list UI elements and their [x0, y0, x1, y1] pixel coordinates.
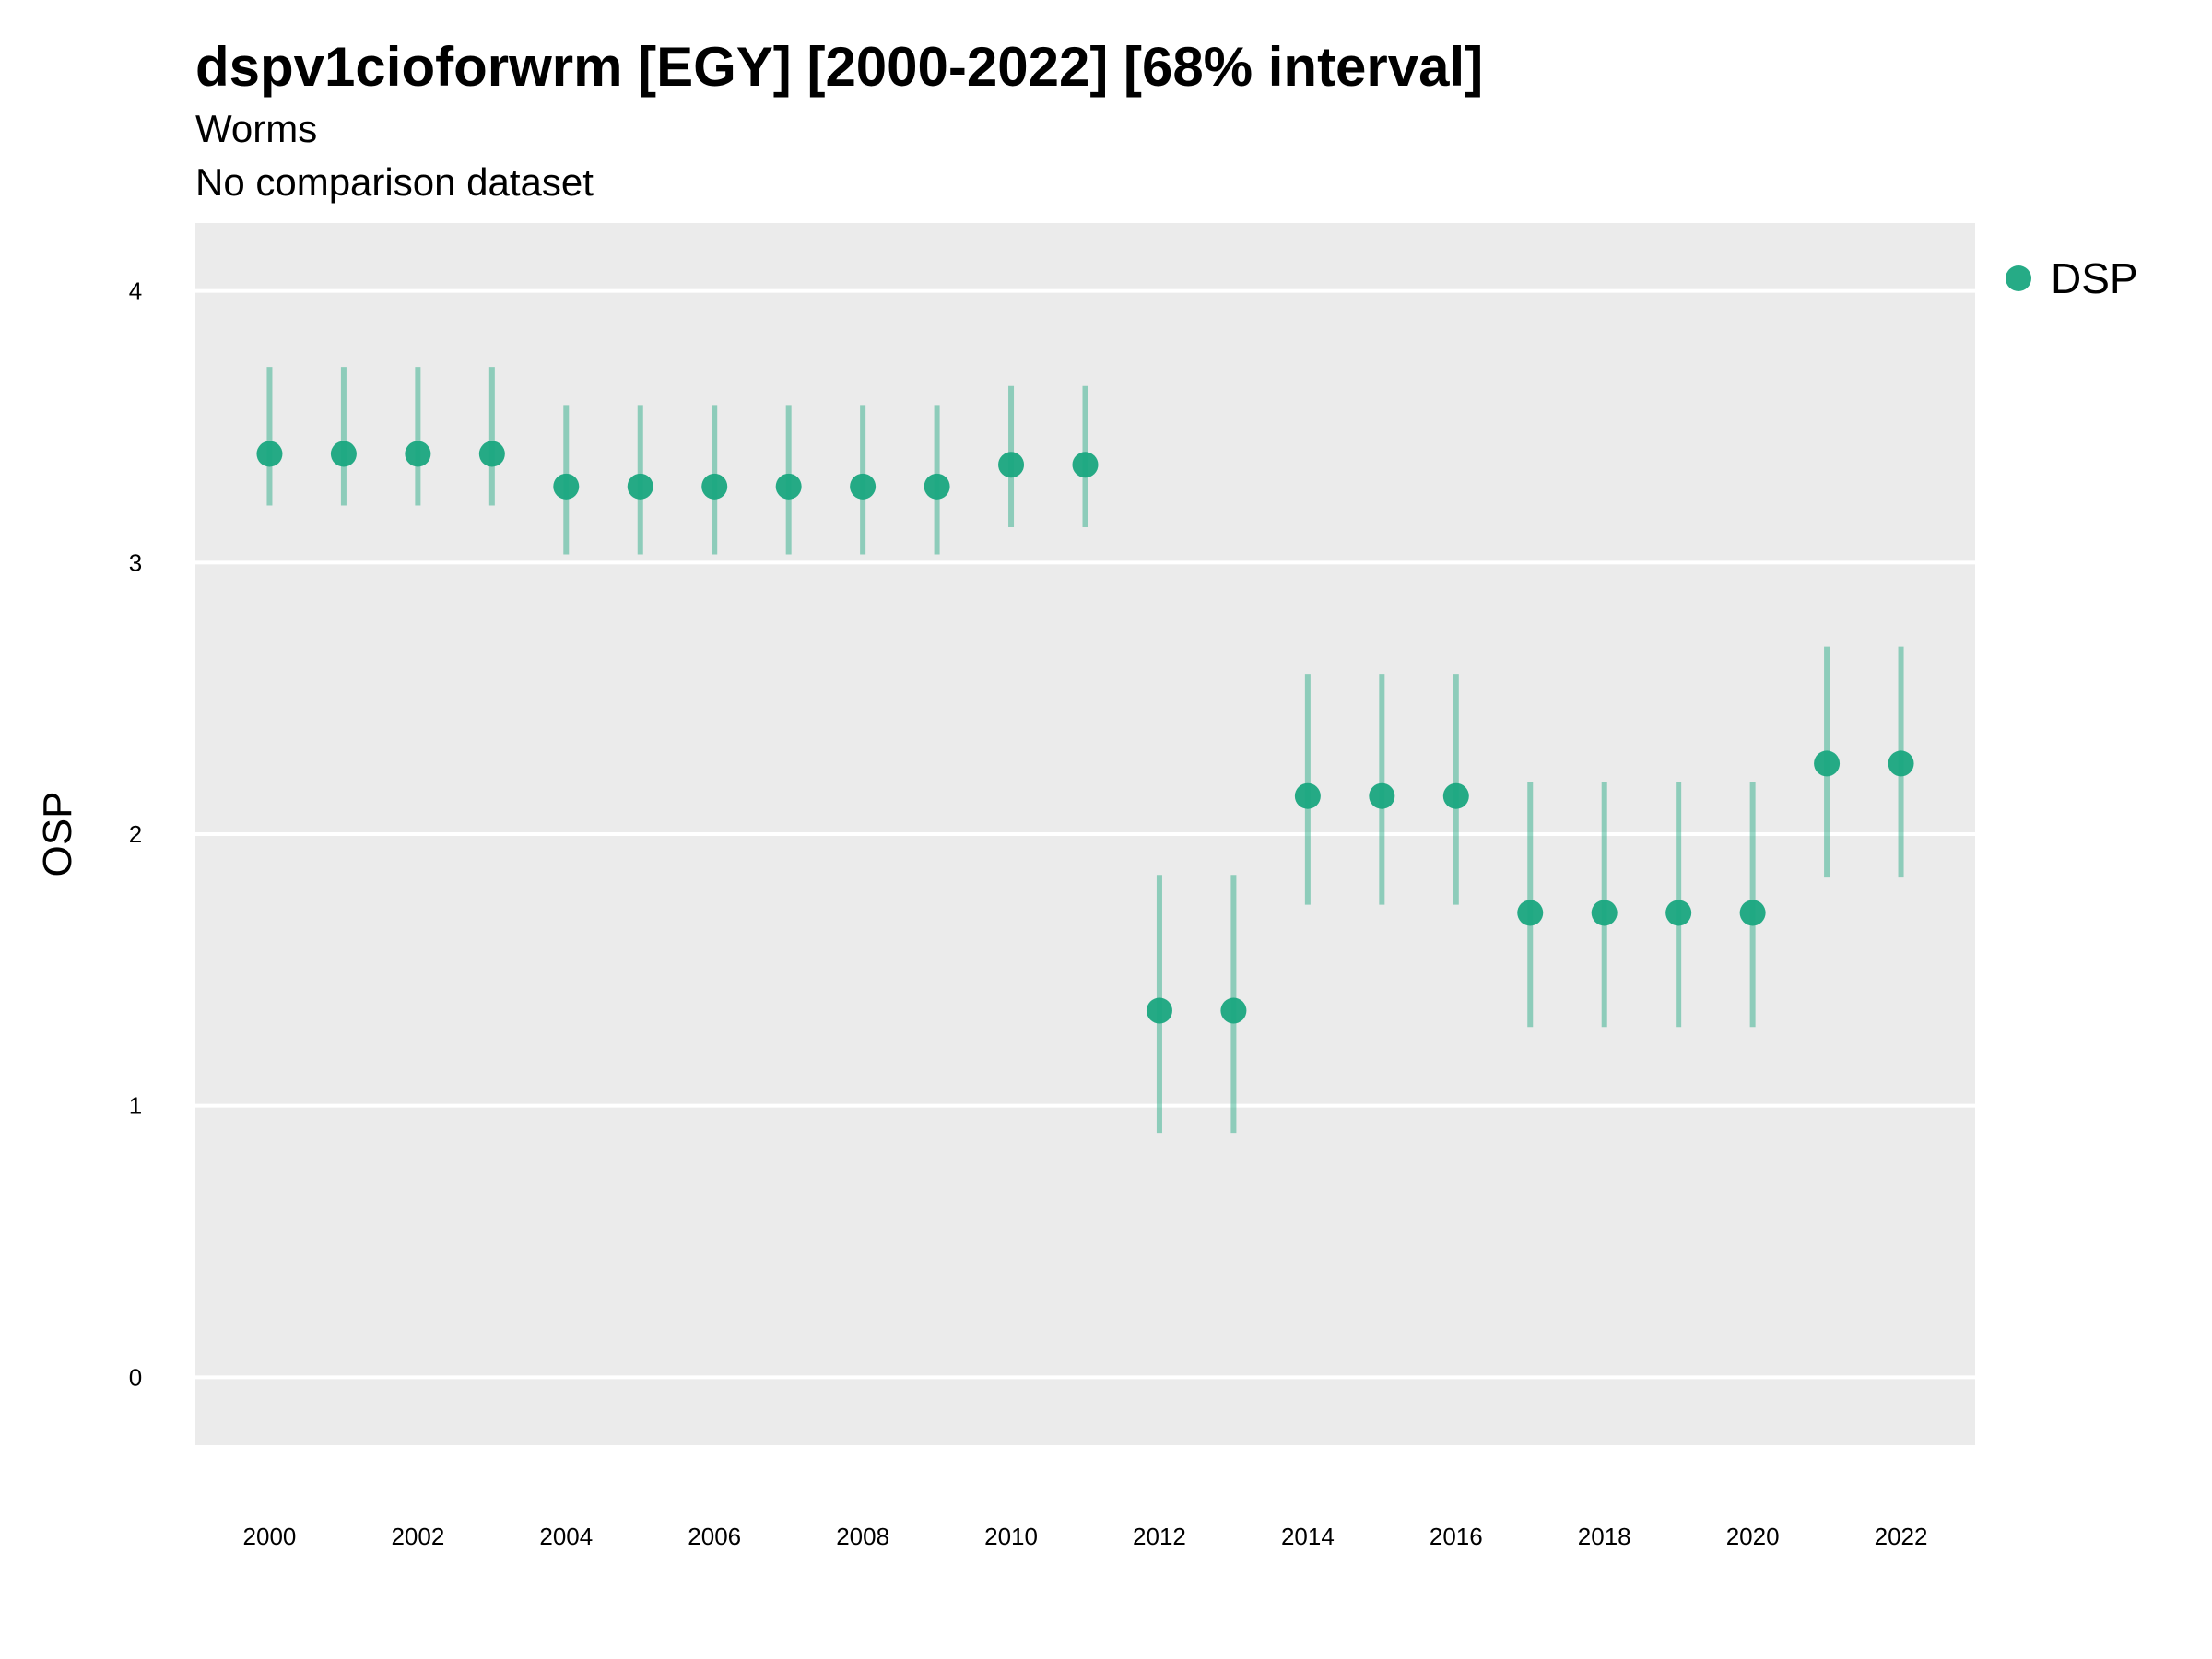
data-points — [256, 441, 1914, 1024]
data-point — [1888, 750, 1914, 777]
y-tick-label: 4 — [129, 277, 142, 305]
data-point — [1369, 782, 1395, 809]
x-tick-label: 2012 — [1133, 1523, 1186, 1550]
y-tick-label: 2 — [129, 820, 142, 848]
data-point — [627, 473, 653, 500]
data-point — [1294, 782, 1321, 809]
x-axis-ticks: 2000 2002 2004 2006 2008 2010 2012 2014 2016 2018… — [243, 1523, 1928, 1550]
x-tick-label: 2008 — [836, 1523, 889, 1550]
data-point — [256, 441, 283, 467]
x-tick-label: 2014 — [1281, 1523, 1335, 1550]
x-tick-label: 2022 — [1875, 1523, 1928, 1550]
legend: DSP — [2006, 254, 2138, 302]
chart-subtitle: Worms — [195, 107, 318, 150]
y-tick-label: 1 — [129, 1092, 142, 1120]
data-point — [1517, 900, 1544, 926]
legend-key-dsp — [2006, 265, 2031, 291]
y-axis-label: OSP — [35, 792, 80, 877]
x-tick-label: 2000 — [243, 1523, 297, 1550]
data-point — [1442, 782, 1469, 809]
x-tick-label: 2006 — [688, 1523, 741, 1550]
data-point — [924, 473, 950, 500]
data-point — [701, 473, 728, 500]
data-point — [775, 473, 802, 500]
data-point — [330, 441, 357, 467]
legend-label-dsp: DSP — [2051, 254, 2138, 302]
data-point — [1072, 452, 1099, 478]
data-point — [850, 473, 877, 500]
data-point — [1220, 997, 1247, 1024]
x-tick-label: 2018 — [1578, 1523, 1631, 1550]
y-tick-label: 0 — [129, 1363, 142, 1391]
y-tick-label: 3 — [129, 548, 142, 576]
data-point — [478, 441, 505, 467]
chart-title: dspv1cioforwrm [EGY] [2000-2022] [68% in… — [195, 36, 1484, 98]
y-axis-ticks: 0 1 2 3 4 — [129, 277, 142, 1392]
x-tick-label: 2010 — [984, 1523, 1038, 1550]
x-tick-label: 2004 — [539, 1523, 593, 1550]
data-point — [1665, 900, 1692, 926]
x-tick-label: 2002 — [391, 1523, 444, 1550]
y-gridlines — [195, 288, 1975, 1380]
chart-caption: No comparison dataset — [195, 160, 594, 204]
data-point — [998, 452, 1025, 478]
x-tick-label: 2020 — [1726, 1523, 1780, 1550]
data-point — [1146, 997, 1172, 1024]
data-point — [553, 473, 580, 500]
data-point — [1814, 750, 1841, 777]
x-tick-label: 2016 — [1430, 1523, 1483, 1550]
data-point — [1739, 900, 1766, 926]
data-point — [1591, 900, 1618, 926]
data-point — [405, 441, 431, 467]
